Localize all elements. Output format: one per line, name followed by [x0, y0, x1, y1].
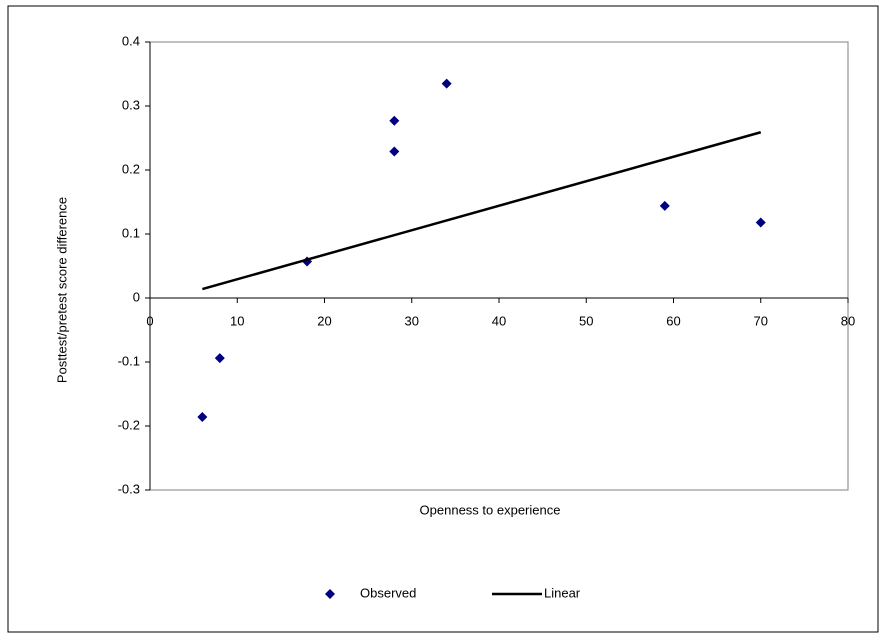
point — [755, 217, 766, 228]
x-axis-label: Openness to experience — [420, 502, 561, 517]
x-tick-label: 30 — [405, 313, 419, 328]
x-tick-label: 40 — [492, 313, 506, 328]
legend-marker — [325, 589, 335, 599]
point — [659, 200, 670, 211]
y-tick-label: -0.1 — [118, 353, 140, 368]
y-tick-label: 0 — [133, 289, 140, 304]
trend-line — [202, 131, 762, 291]
point — [389, 146, 400, 157]
chart-frame — [7, 5, 879, 633]
point — [214, 353, 225, 364]
y-tick-label: 0.2 — [122, 161, 140, 176]
y-tick-label: 0.4 — [122, 33, 140, 48]
point — [389, 115, 400, 126]
legend-label: Observed — [360, 585, 416, 600]
y-axis-label: Posttest/pretest score difference — [54, 197, 69, 383]
y-tick-label: 0.1 — [122, 225, 140, 240]
legend-label: Linear — [544, 585, 581, 600]
y-tick-label: -0.3 — [118, 481, 140, 496]
point — [441, 78, 452, 89]
y-tick-label: -0.2 — [118, 417, 140, 432]
point — [197, 412, 208, 423]
x-tick-label: 50 — [579, 313, 593, 328]
x-tick-label: 70 — [754, 313, 768, 328]
x-tick-label: 0 — [146, 313, 153, 328]
y-tick-label: 0.3 — [122, 97, 140, 112]
x-tick-label: 20 — [317, 313, 331, 328]
x-tick-label: 10 — [230, 313, 244, 328]
x-tick-label: 60 — [666, 313, 680, 328]
x-tick-label: 80 — [841, 313, 855, 328]
